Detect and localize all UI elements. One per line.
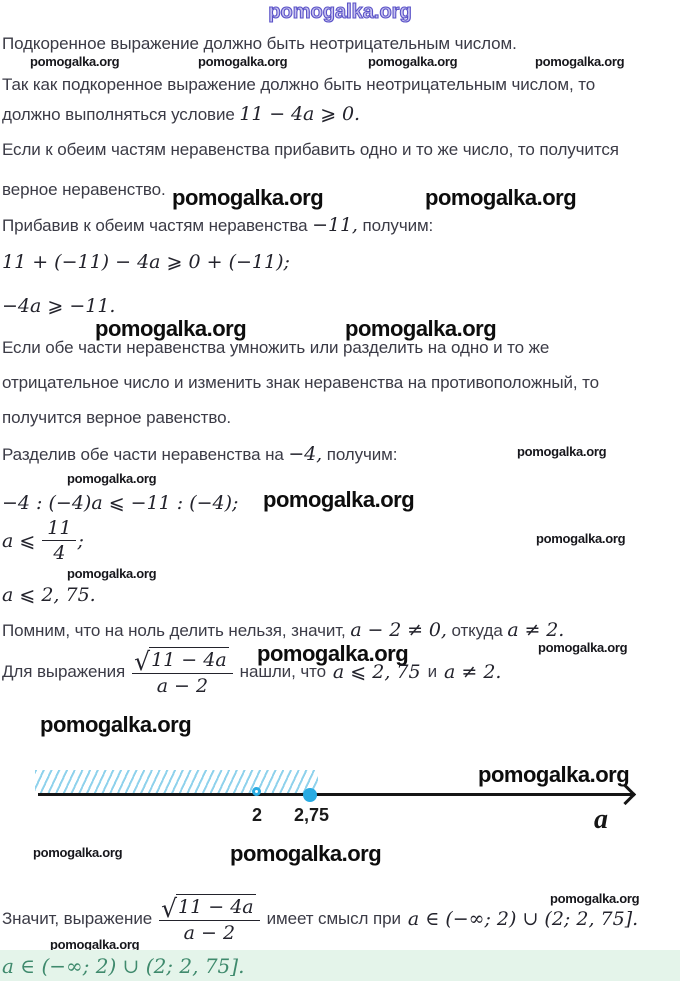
rule-multiply-line-2: отрицательное число и изменить знак нера…	[2, 373, 600, 392]
conclusion-text-2: имеет смысл при	[266, 909, 401, 928]
add-minus-eleven-line: Прибавив к обеим частям неравенства −11,…	[2, 214, 433, 237]
divide-by-minus-four-line: Разделив обе части неравенства на −4, по…	[2, 443, 397, 466]
watermark-bold: pomogalka.org	[172, 185, 324, 210]
axis-label-a: a	[594, 804, 608, 835]
add-minus-eleven-text-2: получим:	[362, 216, 434, 235]
fraction-denominator: 4	[53, 542, 66, 564]
final-answer-box: a ∈ (−∞; 2) ∪ (2; 2, 75].	[0, 950, 680, 981]
equation-step-2: −4a ⩾ −11.	[2, 295, 116, 317]
zero-division-line: Помним, что на ноль делить нельзя, значи…	[2, 619, 564, 642]
watermark-small: pomogalka.org	[67, 566, 157, 581]
watermark-bold: pomogalka.org	[40, 712, 192, 737]
number-line-axis	[38, 793, 634, 796]
watermark-logo: pomogalka.org	[268, 0, 412, 23]
condition-line: должно выполняться условие 11 − 4a ⩾ 0.	[2, 103, 360, 126]
sqrt-fraction-expression: √ 11 − 4a a − 2	[132, 647, 233, 697]
open-point-at-2	[252, 787, 261, 796]
rule-nonnegative-text: Подкоренное выражение должно быть неотри…	[2, 34, 517, 53]
equation-step-4: a ⩽ 2, 75.	[2, 584, 96, 606]
watermark-bold: pomogalka.org	[257, 641, 409, 666]
rule-addition-line-1: Если к обеим частям неравенства прибавит…	[2, 140, 619, 159]
watermark-small: pomogalka.org	[30, 54, 120, 69]
fraction-denominator: a − 2	[183, 922, 236, 944]
add-minus-eleven-math: −11,	[312, 214, 358, 236]
watermark-bold: pomogalka.org	[95, 316, 247, 341]
fraction-numerator: 11	[42, 518, 77, 541]
inequality-fraction-line: a ⩽ 11 4 ;	[2, 517, 84, 565]
expression-text: Для выражения	[2, 662, 126, 681]
equation-step-3: −4 : (−4)a ⩽ −11 : (−4);	[2, 492, 239, 514]
expression-text-3: и	[427, 662, 438, 681]
filled-point-at-2-75	[303, 788, 317, 802]
zero-division-text: Помним, что на ноль делить нельзя, значи…	[2, 621, 346, 640]
conclusion-line: Значит, выражение √ 11 − 4a a − 2 имеет с…	[2, 894, 638, 944]
rule-multiply-line-1: Если обе части неравенства умножить или …	[2, 338, 550, 357]
watermark-small: pomogalka.org	[517, 444, 607, 459]
watermark-small: pomogalka.org	[198, 54, 288, 69]
zero-division-math-2: a ≠ 2.	[507, 619, 565, 641]
conclusion-interval-math: a ∈ (−∞; 2) ∪ (2; 2, 75].	[407, 908, 639, 930]
expression-text-2: нашли, что	[239, 662, 326, 681]
shaded-solution-region	[35, 770, 318, 793]
divide-text: Разделив обе части неравенства на	[2, 445, 284, 464]
watermark-small: pomogalka.org	[538, 640, 628, 655]
condition-math: 11 − 4a ⩾ 0.	[239, 103, 360, 125]
watermark-small: pomogalka.org	[33, 845, 123, 860]
fraction-numerator: √ 11 − 4a	[159, 894, 260, 921]
watermark-small: pomogalka.org	[368, 54, 458, 69]
inequality-suffix: ;	[77, 530, 84, 552]
divide-math: −4,	[288, 443, 323, 465]
rule-addition-line-2: верное неравенство.	[2, 180, 166, 199]
watermark-bold: pomogalka.org	[425, 185, 577, 210]
watermark-small: pomogalka.org	[550, 891, 640, 906]
divide-text-2: получим:	[326, 445, 398, 464]
watermark-bold: pomogalka.org	[478, 762, 630, 787]
watermark-small: pomogalka.org	[535, 54, 625, 69]
radicand: 11 − 4a	[149, 647, 229, 672]
final-answer-math: a ∈ (−∞; 2) ∪ (2; 2, 75].	[2, 953, 245, 978]
fraction-denominator: a − 2	[156, 675, 209, 697]
sqrt-fraction-expression: √ 11 − 4a a − 2	[159, 894, 260, 944]
watermark-bold: pomogalka.org	[345, 316, 497, 341]
fraction-numerator: √ 11 − 4a	[132, 647, 233, 674]
radical-sign: √	[134, 647, 151, 676]
tick-label-2-75: 2,75	[294, 805, 330, 825]
equation-step-1: 11 + (−11) − 4a ⩾ 0 + (−11);	[2, 251, 290, 273]
condition-text: должно выполняться условие	[2, 105, 235, 124]
explanation-line-1: Так как подкоренное выражение должно быт…	[2, 75, 596, 94]
add-minus-eleven-text: Прибавив к обеим частям неравенства	[2, 216, 308, 235]
watermark-bold: pomogalka.org	[263, 487, 415, 512]
watermark-small: pomogalka.org	[67, 471, 157, 486]
number-line-figure: pomogalka.org 2 2,75 a	[0, 760, 680, 844]
watermark-small: pomogalka.org	[536, 531, 626, 546]
watermark-bold: pomogalka.org	[230, 841, 382, 866]
radical-sign: √	[161, 894, 178, 923]
expression-summary-line: Для выражения √ 11 − 4a a − 2 нашли, что …	[2, 647, 502, 697]
inequality-prefix: a ⩽	[2, 530, 36, 552]
radicand: 11 − 4a	[176, 894, 256, 919]
rule-multiply-line-3: получится верное равенство.	[2, 408, 232, 427]
fraction-eleven-fourths: 11 4	[42, 518, 77, 564]
tick-label-2: 2	[252, 805, 263, 825]
expression-math-2: a ≠ 2.	[444, 661, 502, 683]
zero-division-math: a − 2 ≠ 0,	[350, 619, 447, 641]
expression-math: a ⩽ 2, 75	[332, 661, 421, 683]
zero-division-text-2: откуда	[451, 621, 503, 640]
conclusion-text: Значит, выражение	[2, 909, 153, 928]
watermark-small: pomogalka.org	[50, 937, 140, 952]
